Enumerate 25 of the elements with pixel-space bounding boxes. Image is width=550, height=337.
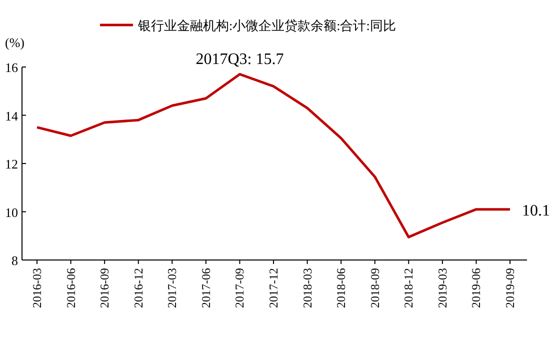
x-tick-label: 2018-12 — [402, 268, 416, 308]
y-tick-label: 10 — [5, 204, 18, 220]
y-tick-label: 12 — [5, 156, 18, 172]
x-tick-label: 2017-12 — [266, 268, 280, 308]
x-tick-label: 2019-09 — [503, 268, 517, 308]
annotation: 10.1 — [522, 202, 550, 220]
x-tick-label: 2016-12 — [131, 268, 146, 308]
x-tick-label: 2016-09 — [98, 268, 112, 308]
y-tick-label: 16 — [5, 60, 18, 75]
x-tick-label: 2019-03 — [435, 268, 450, 308]
x-tick-label: 2017-03 — [165, 268, 180, 308]
x-tick-label: 2016-06 — [64, 268, 78, 308]
x-tick-label: 2017-09 — [232, 268, 247, 308]
y-tick-label: 8 — [12, 253, 18, 268]
line-series — [36, 72, 512, 238]
x-tick-label: 2018-03 — [300, 268, 314, 308]
y-axis-title: (%) — [5, 35, 24, 50]
x-tick-label: 2018-06 — [334, 268, 348, 308]
annotation: 2017Q3: 15.7 — [196, 51, 284, 68]
x-tick-label: 2019-06 — [469, 268, 484, 308]
x-tick-label: 2017-06 — [198, 268, 213, 308]
legend-label: 银行业金融机构:小微企业贷款余额:合计:同比 — [137, 18, 396, 33]
x-tick-label: 2018-09 — [368, 268, 382, 308]
y-tick-label: 14 — [5, 108, 18, 124]
x-tick-label: 2016-03 — [30, 268, 44, 308]
